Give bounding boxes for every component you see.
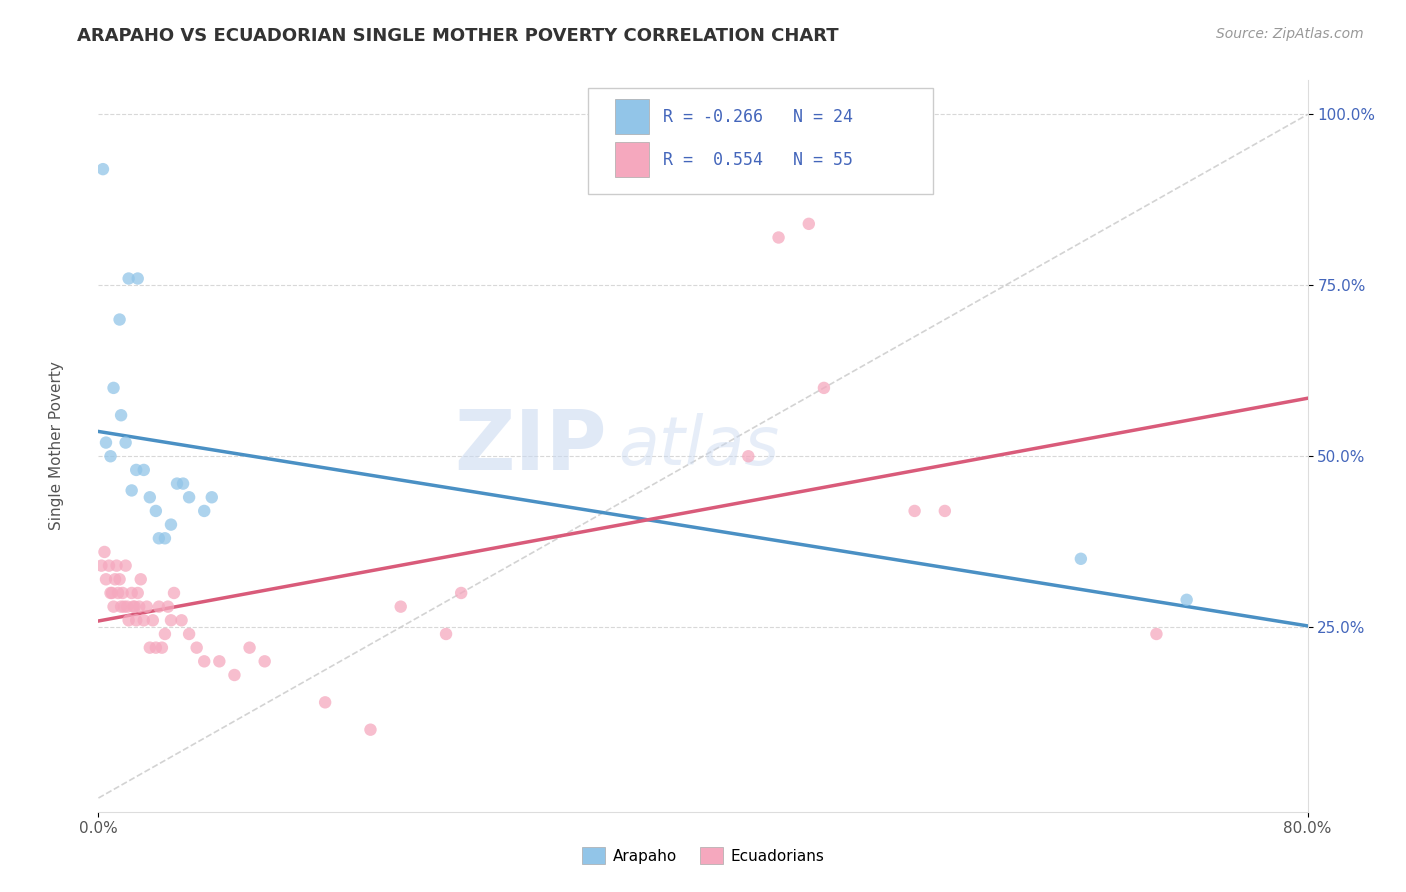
Point <box>93 545 115 559</box>
Point <box>768 230 790 244</box>
Point <box>389 599 412 614</box>
Point <box>90 558 112 573</box>
Point <box>115 599 138 614</box>
Point <box>153 627 176 641</box>
Text: Single Mother Poverty: Single Mother Poverty <box>49 361 63 531</box>
Point <box>125 463 148 477</box>
Point <box>121 586 143 600</box>
FancyBboxPatch shape <box>588 87 932 194</box>
Point <box>108 312 131 326</box>
Point <box>122 599 145 614</box>
Point <box>163 586 186 600</box>
Point <box>118 271 141 285</box>
Point <box>1070 551 1092 566</box>
Point <box>148 599 170 614</box>
Point <box>450 586 472 600</box>
Point <box>145 640 167 655</box>
Point <box>91 162 114 177</box>
Point <box>127 271 149 285</box>
Point <box>142 613 165 627</box>
Point <box>170 613 193 627</box>
Point <box>132 463 155 477</box>
Point <box>314 695 336 709</box>
Point <box>797 217 820 231</box>
Point <box>934 504 956 518</box>
Bar <box>614 99 648 134</box>
Point <box>201 490 224 504</box>
Text: ZIP: ZIP <box>454 406 606 486</box>
Point <box>129 572 152 586</box>
Point <box>114 558 136 573</box>
Point <box>160 517 183 532</box>
Point <box>107 586 129 600</box>
Point <box>124 599 146 614</box>
Point <box>139 490 162 504</box>
Point <box>121 483 143 498</box>
Point <box>1144 627 1167 641</box>
Point <box>135 599 157 614</box>
Point <box>100 449 122 463</box>
Point <box>166 476 188 491</box>
Point <box>208 654 231 668</box>
Point <box>128 599 150 614</box>
Point <box>118 613 141 627</box>
Point <box>98 558 121 573</box>
Point <box>193 654 215 668</box>
Point <box>103 381 125 395</box>
Point <box>360 723 382 737</box>
Legend: Arapaho, Ecuadorians: Arapaho, Ecuadorians <box>576 841 830 870</box>
Point <box>105 558 128 573</box>
Point <box>110 599 132 614</box>
Point <box>186 640 208 655</box>
Text: Source: ZipAtlas.com: Source: ZipAtlas.com <box>1216 27 1364 41</box>
Point <box>127 586 149 600</box>
Point <box>156 599 179 614</box>
Point <box>172 476 194 491</box>
Bar <box>614 142 648 178</box>
Point <box>103 599 125 614</box>
Point <box>1175 592 1198 607</box>
Point <box>179 490 201 504</box>
Point <box>125 613 148 627</box>
Point <box>114 435 136 450</box>
Point <box>111 586 134 600</box>
Text: ARAPAHO VS ECUADORIAN SINGLE MOTHER POVERTY CORRELATION CHART: ARAPAHO VS ECUADORIAN SINGLE MOTHER POVE… <box>77 27 839 45</box>
Point <box>101 586 124 600</box>
Point <box>104 572 127 586</box>
Point <box>153 531 176 545</box>
Point <box>150 640 173 655</box>
Point <box>179 627 201 641</box>
Point <box>239 640 262 655</box>
Point <box>139 640 162 655</box>
Text: R = -0.266   N = 24: R = -0.266 N = 24 <box>664 108 853 126</box>
Point <box>132 613 155 627</box>
Point <box>148 531 170 545</box>
Text: atlas: atlas <box>619 413 779 479</box>
Point <box>94 435 117 450</box>
Point <box>112 599 135 614</box>
Point <box>737 449 759 463</box>
Point <box>94 572 117 586</box>
Text: R =  0.554   N = 55: R = 0.554 N = 55 <box>664 151 853 169</box>
Point <box>253 654 276 668</box>
Point <box>100 586 122 600</box>
Point <box>224 668 246 682</box>
Point <box>813 381 835 395</box>
Point <box>434 627 457 641</box>
Point <box>110 409 132 423</box>
Point <box>193 504 215 518</box>
Point <box>904 504 927 518</box>
Point <box>108 572 131 586</box>
Point <box>145 504 167 518</box>
Point <box>160 613 183 627</box>
